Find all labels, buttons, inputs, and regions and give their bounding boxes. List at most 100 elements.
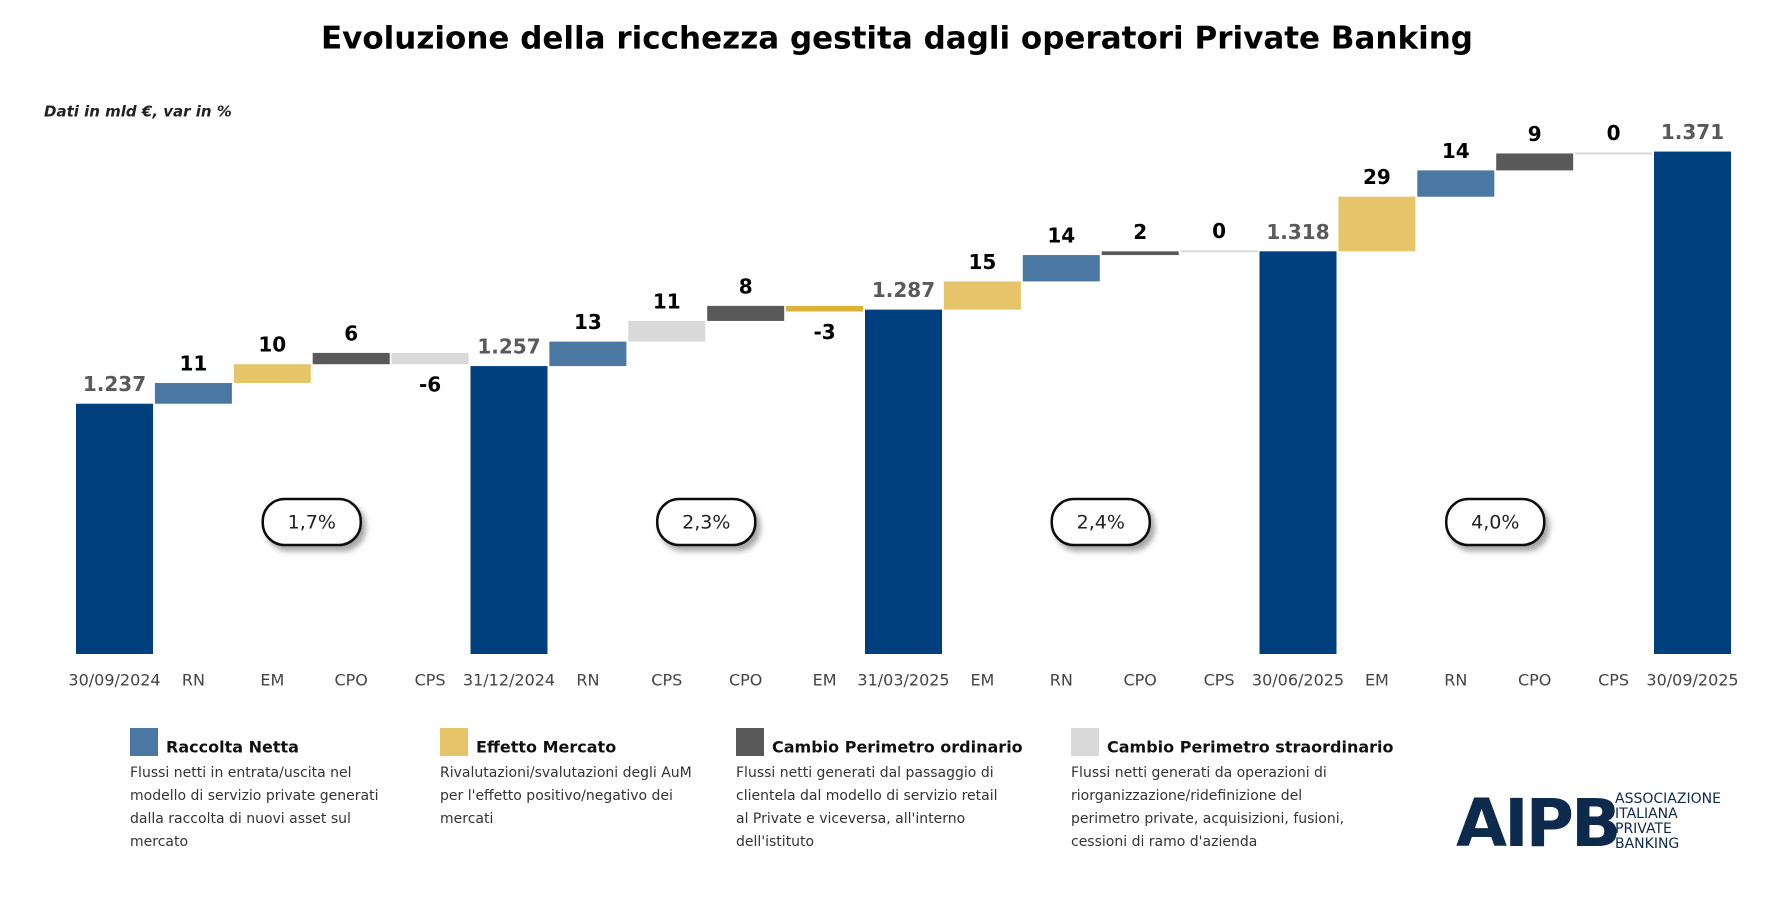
x-tick-label: EM xyxy=(260,671,284,690)
legend-description: Flussi netti generati dal passaggio di xyxy=(736,765,994,781)
data-label: 0 xyxy=(1212,219,1226,243)
legend-label: Effetto Mercato xyxy=(476,738,616,757)
delta-bar xyxy=(1338,196,1416,252)
data-label: 1.371 xyxy=(1661,120,1724,144)
legend-description: dalla raccolta di nuovi asset sul xyxy=(130,811,351,827)
data-label: 14 xyxy=(1442,139,1470,163)
legend-description: mercati xyxy=(440,811,493,827)
delta-bar xyxy=(1496,153,1574,171)
legend-description: perimetro private, acquisizioni, fusioni… xyxy=(1071,811,1344,827)
legend-description: clientela dal modello di servizio retail xyxy=(736,788,998,804)
x-tick-label: CPO xyxy=(1518,671,1551,690)
logo-line: ITALIANA xyxy=(1615,806,1678,822)
total-bar xyxy=(470,366,548,654)
growth-pill xyxy=(261,497,362,547)
logo-line: ASSOCIAZIONE xyxy=(1615,791,1721,807)
legend-description: al Private e viceversa, all'interno xyxy=(736,811,965,827)
x-tick-label: EM xyxy=(1365,671,1389,690)
delta-bar xyxy=(549,341,627,367)
x-tick-label: RN xyxy=(1050,671,1073,690)
data-label: 11 xyxy=(179,352,207,376)
delta-bar xyxy=(233,364,311,384)
legend-description: riorganizzazione/ridefinizione del xyxy=(1071,788,1302,804)
legend-description: Flussi netti in entrata/uscita nel xyxy=(130,765,352,781)
delta-bar xyxy=(628,320,706,342)
delta-bar xyxy=(943,281,1021,310)
legend-description: modello di servizio private generati xyxy=(130,788,378,804)
data-label: 15 xyxy=(968,250,996,274)
delta-bar xyxy=(1180,250,1258,253)
data-label: 8 xyxy=(739,274,753,298)
x-tick-label: RN xyxy=(182,671,205,690)
logo-line: PRIVATE xyxy=(1615,821,1672,837)
legend-description: per l'effetto positivo/negativo dei xyxy=(440,788,673,804)
total-bar xyxy=(1259,251,1337,654)
delta-bar xyxy=(1101,251,1179,256)
delta-bar xyxy=(786,305,864,312)
data-label: 10 xyxy=(258,333,286,357)
x-tick-label: CPS xyxy=(651,671,682,690)
growth-label: 2,3% xyxy=(682,512,730,534)
delta-bar xyxy=(391,352,469,365)
data-label: -3 xyxy=(813,320,835,344)
x-tick-label: 30/09/2024 xyxy=(68,671,160,690)
logo-line: BANKING xyxy=(1615,836,1679,852)
growth-pill xyxy=(656,497,757,547)
legend-description: mercato xyxy=(130,834,188,850)
delta-bar xyxy=(154,383,232,404)
legend-description: Flussi netti generati da operazioni di xyxy=(1071,765,1327,781)
data-label: 1.287 xyxy=(872,278,935,302)
data-label: 6 xyxy=(344,321,358,345)
delta-bar xyxy=(312,352,390,365)
subtitle: Dati in mld €, var in % xyxy=(44,103,232,121)
data-label: 0 xyxy=(1607,121,1621,145)
growth-pill xyxy=(1050,497,1151,547)
total-bar xyxy=(76,403,153,654)
data-label: 2 xyxy=(1133,220,1147,244)
x-tick-label: CPS xyxy=(1204,671,1235,690)
legend-description: Rivalutazioni/svalutazioni degli AuM xyxy=(440,765,692,781)
x-tick-label: CPS xyxy=(1598,671,1629,690)
growth-label: 4,0% xyxy=(1471,512,1519,534)
legend-description: dell'istituto xyxy=(736,834,814,850)
x-tick-label: 31/03/2025 xyxy=(857,671,949,690)
data-label: 9 xyxy=(1528,122,1542,146)
growth-label: 2,4% xyxy=(1077,512,1125,534)
logo-mark: AIPB xyxy=(1456,785,1618,862)
data-label: 14 xyxy=(1047,224,1075,248)
x-tick-label: 30/06/2025 xyxy=(1252,671,1344,690)
data-label: 11 xyxy=(653,289,681,313)
legend-swatch xyxy=(440,728,468,756)
delta-bar xyxy=(1575,152,1653,155)
legend-label: Raccolta Netta xyxy=(166,738,299,757)
delta-bar xyxy=(1417,170,1495,197)
x-tick-label: CPO xyxy=(729,671,762,690)
total-bar xyxy=(1654,151,1731,654)
x-tick-label: CPS xyxy=(415,671,446,690)
legend-label: Cambio Perimetro ordinario xyxy=(772,738,1023,757)
data-label: 29 xyxy=(1363,165,1391,189)
data-label: 1.237 xyxy=(83,372,146,396)
x-tick-label: CPO xyxy=(1123,671,1156,690)
growth-label: 1,7% xyxy=(288,512,336,534)
delta-bar xyxy=(707,305,785,321)
x-tick-label: EM xyxy=(813,671,837,690)
chart-title: Evoluzione della ricchezza gestita dagli… xyxy=(321,21,1473,57)
x-tick-label: 30/09/2025 xyxy=(1646,671,1738,690)
delta-bar xyxy=(1022,255,1100,282)
x-tick-label: 31/12/2024 xyxy=(463,671,555,690)
x-tick-label: EM xyxy=(970,671,994,690)
legend-swatch xyxy=(736,728,764,756)
legend-description: cessioni di ramo d'azienda xyxy=(1071,834,1257,850)
legend-swatch xyxy=(130,728,158,756)
data-label: -6 xyxy=(419,373,441,397)
x-tick-label: RN xyxy=(576,671,599,690)
x-tick-label: RN xyxy=(1444,671,1467,690)
legend-swatch xyxy=(1071,728,1099,756)
growth-pill xyxy=(1445,497,1546,547)
data-label: 1.318 xyxy=(1266,220,1329,244)
data-label: 13 xyxy=(574,310,602,334)
